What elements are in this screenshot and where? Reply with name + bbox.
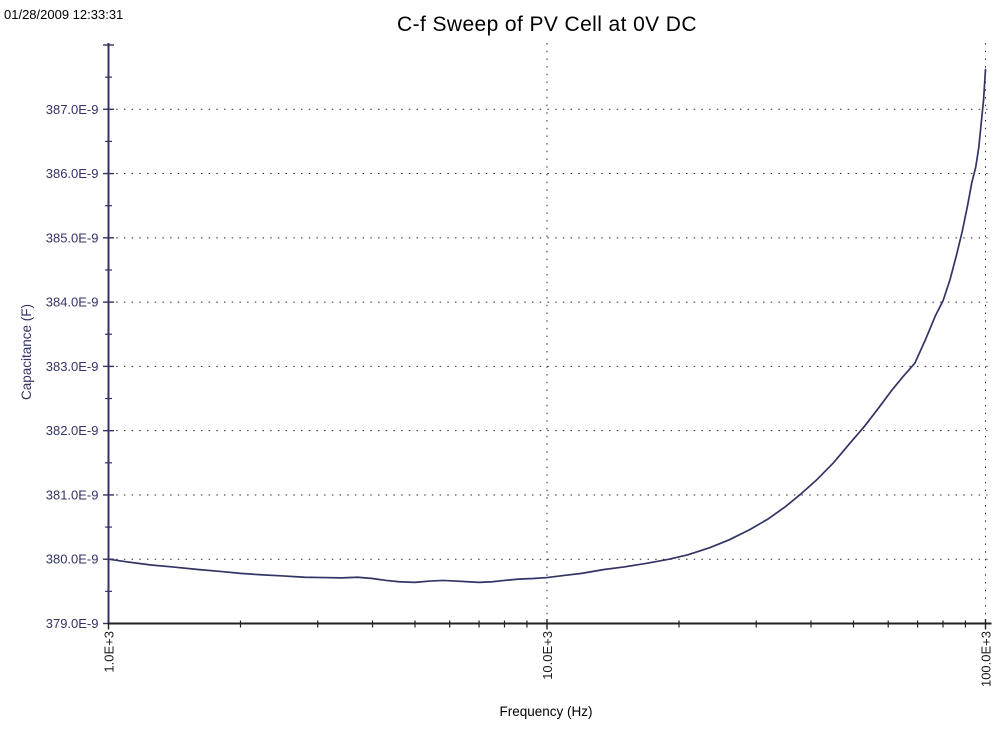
y-tick-label: 385.0E-9 bbox=[46, 230, 99, 245]
y-tick-label: 379.0E-9 bbox=[46, 616, 99, 631]
y-tick-label: 383.0E-9 bbox=[46, 359, 99, 374]
y-tick-label: 381.0E-9 bbox=[46, 487, 99, 502]
plot-area: 379.0E-9 380.0E-9 381.0E-9 382.0E-9 383.0E-9… bbox=[46, 43, 994, 687]
data-curve bbox=[107, 68, 987, 584]
y-tick-label: 380.0E-9 bbox=[46, 552, 99, 567]
x-tick-label: 1.0E+3 bbox=[102, 631, 117, 673]
y-tick-label: 382.0E-9 bbox=[46, 423, 99, 438]
y-axis-title: Capacitance (F) bbox=[19, 304, 34, 400]
y-tick-label: 387.0E-9 bbox=[46, 102, 99, 117]
x-tick-label: 10.0E+3 bbox=[540, 631, 555, 680]
y-tick-label: 386.0E-9 bbox=[46, 166, 99, 181]
x-tick-label: 100.0E+3 bbox=[979, 631, 994, 687]
x-axis-title: Frequency (Hz) bbox=[499, 704, 592, 719]
timestamp: 01/28/2009 12:33:31 bbox=[4, 7, 123, 22]
y-tick-label: 384.0E-9 bbox=[46, 295, 99, 310]
chart-title: C-f Sweep of PV Cell at 0V DC bbox=[397, 13, 697, 36]
